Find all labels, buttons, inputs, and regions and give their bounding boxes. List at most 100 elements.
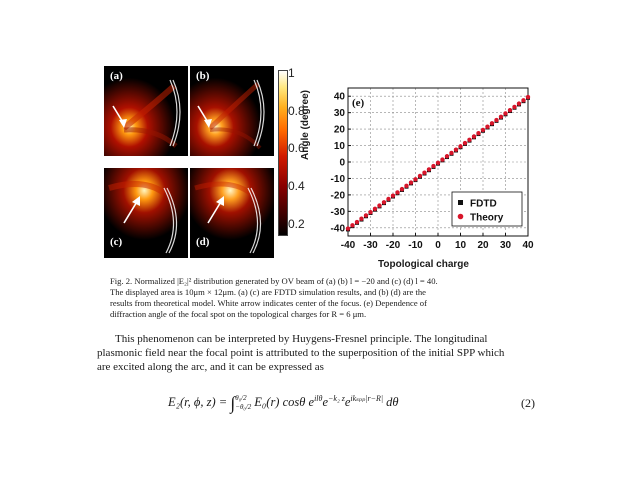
- panel-label-a: (a): [110, 70, 123, 82]
- arrow-icon: [112, 105, 127, 128]
- data-point-theory: [440, 157, 445, 162]
- data-point-theory: [395, 190, 400, 195]
- data-point-theory: [422, 170, 427, 175]
- panel-label-b: (b): [196, 70, 210, 82]
- y-tick-label: 10: [334, 141, 346, 152]
- data-point-theory: [413, 177, 418, 182]
- data-point-theory: [485, 124, 490, 129]
- data-point-theory: [368, 209, 373, 215]
- integral-upper-limit: θ₀/2: [235, 394, 247, 403]
- field-panel-b: (b): [190, 66, 274, 156]
- equation-number: (2): [521, 396, 535, 410]
- paragraph-line: plasmonic field near the focal point is …: [97, 347, 505, 359]
- body-paragraph: This phenomenon can be interpreted by Hu…: [97, 332, 549, 374]
- data-point-theory: [377, 203, 382, 208]
- x-tick-label: -40: [341, 240, 356, 251]
- data-point-theory: [408, 180, 414, 185]
- data-point-theory: [435, 160, 441, 166]
- equation-exponent: ilθ: [314, 393, 323, 403]
- paragraph-line: This phenomenon can be interpreted by Hu…: [115, 333, 488, 345]
- data-point-theory: [476, 131, 481, 136]
- scatter-plot: -40 -30 -20 -10 0 10 20 30 40 -40 -30 -20 -10 0 10 20 30…: [331, 87, 534, 251]
- legend-marker: [458, 200, 463, 205]
- field-panel-c: (c): [104, 168, 188, 258]
- field-pattern-c: [104, 168, 188, 258]
- data-point-theory: [503, 111, 508, 116]
- data-point-theory: [417, 173, 423, 179]
- x-tick-label: 30: [500, 240, 512, 251]
- equation-term: e: [344, 395, 351, 409]
- y-tick-label: 40: [334, 92, 346, 103]
- data-point-theory: [390, 193, 396, 198]
- x-tick-label: 20: [477, 240, 489, 251]
- data-point-theory: [444, 154, 450, 159]
- caption-line: results from theoretical model. White ar…: [110, 298, 427, 308]
- data-point-theory: [507, 108, 513, 113]
- equation-differential: dθ: [386, 395, 399, 409]
- data-point-theory: [449, 150, 454, 156]
- colorbar-tick: 0.4: [288, 179, 305, 193]
- legend-label: Theory: [470, 213, 504, 224]
- equation: E₂(r, ϕ, z) = ∫ θ₀/2 −θ₀/2 E₀(r) cosθ eilθ e…: [168, 393, 398, 414]
- data-point-theory: [399, 186, 405, 192]
- x-tick-label: 10: [455, 240, 467, 251]
- colorbar: [278, 70, 288, 236]
- x-tick-label: -20: [386, 240, 401, 251]
- arrow-icon: [123, 196, 140, 224]
- y-tick-label: -10: [331, 174, 346, 185]
- data-point-theory: [458, 144, 463, 149]
- equation-exponent: −k₂ z: [328, 393, 345, 403]
- x-axis-label: Topological charge: [378, 259, 469, 270]
- data-point-theory: [453, 147, 459, 152]
- field-pattern-a: [104, 66, 188, 156]
- field-panel-d: (d): [190, 168, 274, 258]
- y-tick-label: -40: [331, 223, 346, 234]
- data-point-theory: [498, 114, 504, 119]
- data-point-theory: [404, 183, 409, 189]
- legend-label: FDTD: [470, 199, 497, 210]
- equation-exponent: ikₛₚₚ|r−R|: [350, 393, 384, 403]
- arrow-icon: [207, 196, 224, 224]
- y-tick-label: 0: [339, 158, 345, 169]
- data-point-theory: [386, 196, 391, 202]
- data-point-theory: [480, 127, 486, 133]
- data-point-theory: [363, 213, 369, 218]
- colorbar-tick: 0.8: [288, 104, 305, 118]
- caption-line: The displayed area is 10μm × 12μm. (a) (…: [110, 287, 426, 297]
- equation-body: E₀(r) cosθ e: [254, 395, 315, 409]
- data-point-theory: [345, 226, 351, 231]
- caption-line: diffraction angle of the focal spot on t…: [110, 309, 367, 319]
- data-point-theory: [350, 223, 355, 228]
- integral-sign: ∫: [230, 393, 236, 413]
- integral-lower-limit: −θ₀/2: [235, 403, 252, 412]
- y-tick-label: -20: [331, 190, 346, 201]
- colorbar-tick: 0.2: [288, 217, 305, 231]
- paragraph-line: are excited along the arc, and it can be…: [97, 361, 324, 373]
- x-tick-label: -30: [363, 240, 378, 251]
- data-point-theory: [494, 117, 499, 123]
- legend-box: [451, 191, 523, 227]
- field-pattern-b: [190, 66, 274, 156]
- data-point-theory: [516, 101, 522, 106]
- x-tick-label: -10: [408, 240, 423, 251]
- data-point-theory: [489, 121, 495, 126]
- y-tick-label: 20: [334, 125, 346, 136]
- caption-line: Fig. 2. Normalized |E₂|² distribution ge…: [110, 276, 438, 286]
- panel-label-c: (c): [110, 236, 123, 248]
- x-tick-label: 0: [435, 240, 441, 251]
- y-axis-label: Angle (degree): [300, 89, 311, 160]
- figure-caption: Fig. 2. Normalized |E₂|² distribution ge…: [110, 276, 540, 320]
- y-tick-label: 30: [334, 108, 346, 119]
- equation-lhs: E₂(r, ϕ, z) =: [168, 395, 231, 409]
- data-point-theory: [512, 104, 517, 110]
- data-point-theory: [372, 206, 378, 212]
- colorbar-tick: 1: [288, 66, 295, 80]
- data-point-theory: [381, 200, 387, 205]
- panel-label-e: (e): [352, 97, 365, 109]
- data-point-theory: [467, 137, 472, 142]
- colorbar-tick: 0.6: [288, 141, 305, 155]
- data-point-theory: [462, 140, 468, 146]
- x-tick-label: 40: [522, 240, 534, 251]
- data-point-theory: [354, 219, 360, 225]
- legend-marker: [457, 213, 464, 220]
